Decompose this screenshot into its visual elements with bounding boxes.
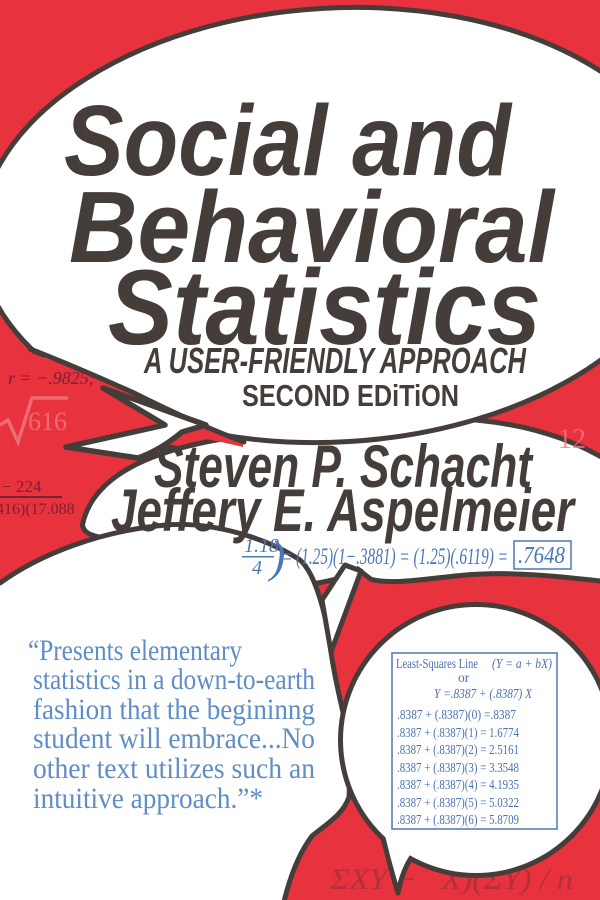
svg-text:.8387 + (.8387)(0) =.8387: .8387 + (.8387)(0) =.8387 — [397, 707, 516, 722]
svg-text:or: or — [458, 670, 470, 685]
svg-text:.8387 + (.8387)(4) = 4.1935: .8387 + (.8387)(4) = 4.1935 — [397, 777, 519, 792]
svg-text:.8387 + (.8387)(6) = 5.8709: .8387 + (.8387)(6) = 5.8709 — [397, 812, 519, 827]
svg-text:416)(17.088: 416)(17.088 — [0, 501, 75, 518]
svg-text:“Presents elementary: “Presents elementary — [28, 635, 242, 667]
svg-text:Steven P. Schacht: Steven P. Schacht — [154, 433, 534, 500]
svg-text:Social and: Social and — [64, 85, 513, 197]
svg-text:.8387 + (.8387)(5) = 5.0322: .8387 + (.8387)(5) = 5.0322 — [397, 795, 519, 810]
svg-text:.8387 + (.8387)(2) = 2.5161: .8387 + (.8387)(2) = 2.5161 — [397, 742, 519, 757]
svg-text:statistics in a down-to-earth: statistics in a down-to-earth — [33, 664, 315, 696]
svg-text:Y =.8387 + (.8387) X: Y =.8387 + (.8387) X — [434, 686, 533, 701]
svg-text:− 224: − 224 — [2, 477, 42, 496]
svg-text:): ) — [267, 531, 285, 582]
svg-text:r = −.9825;: r = −.9825; — [8, 368, 95, 388]
svg-text:Behavioral: Behavioral — [69, 172, 556, 284]
svg-text:Jeffery E. Aspelmeier: Jeffery E. Aspelmeier — [111, 477, 577, 544]
svg-text:.8387 + (.8387)(3) = 3.3548: .8387 + (.8387)(3) = 3.3548 — [397, 760, 519, 775]
svg-text:= (1.25)(1−.3881) = (1.25)(.61: = (1.25)(1−.3881) = (1.25)(.6119) = — [282, 544, 508, 569]
svg-text:other text utilizes such an: other text utilizes such an — [33, 753, 315, 785]
svg-text:(Y = a + bX): (Y = a + bX) — [492, 656, 552, 671]
svg-text:12: 12 — [558, 424, 586, 455]
svg-text:A USER-FRIENDLY APPROACH: A USER-FRIENDLY APPROACH — [143, 340, 526, 381]
svg-text:616: 616 — [28, 407, 67, 436]
svg-text:Least-Squares Line: Least-Squares Line — [396, 656, 478, 671]
svg-text:student will embrace...No: student will embrace...No — [33, 723, 315, 755]
svg-text:1.18: 1.18 — [244, 535, 279, 557]
svg-text:intuitive approach.”*: intuitive approach.”* — [33, 783, 263, 815]
svg-text:.8387 + (.8387)(1) = 1.6774: .8387 + (.8387)(1) = 1.6774 — [397, 725, 519, 740]
svg-text:4: 4 — [252, 557, 262, 579]
svg-text:Statistics: Statistics — [108, 247, 541, 367]
svg-text:fashion that the begininng: fashion that the begininng — [33, 694, 315, 726]
svg-text:.7648: .7648 — [518, 543, 565, 569]
svg-text:SECOND EDiTiON: SECOND EDiTiON — [242, 378, 459, 413]
